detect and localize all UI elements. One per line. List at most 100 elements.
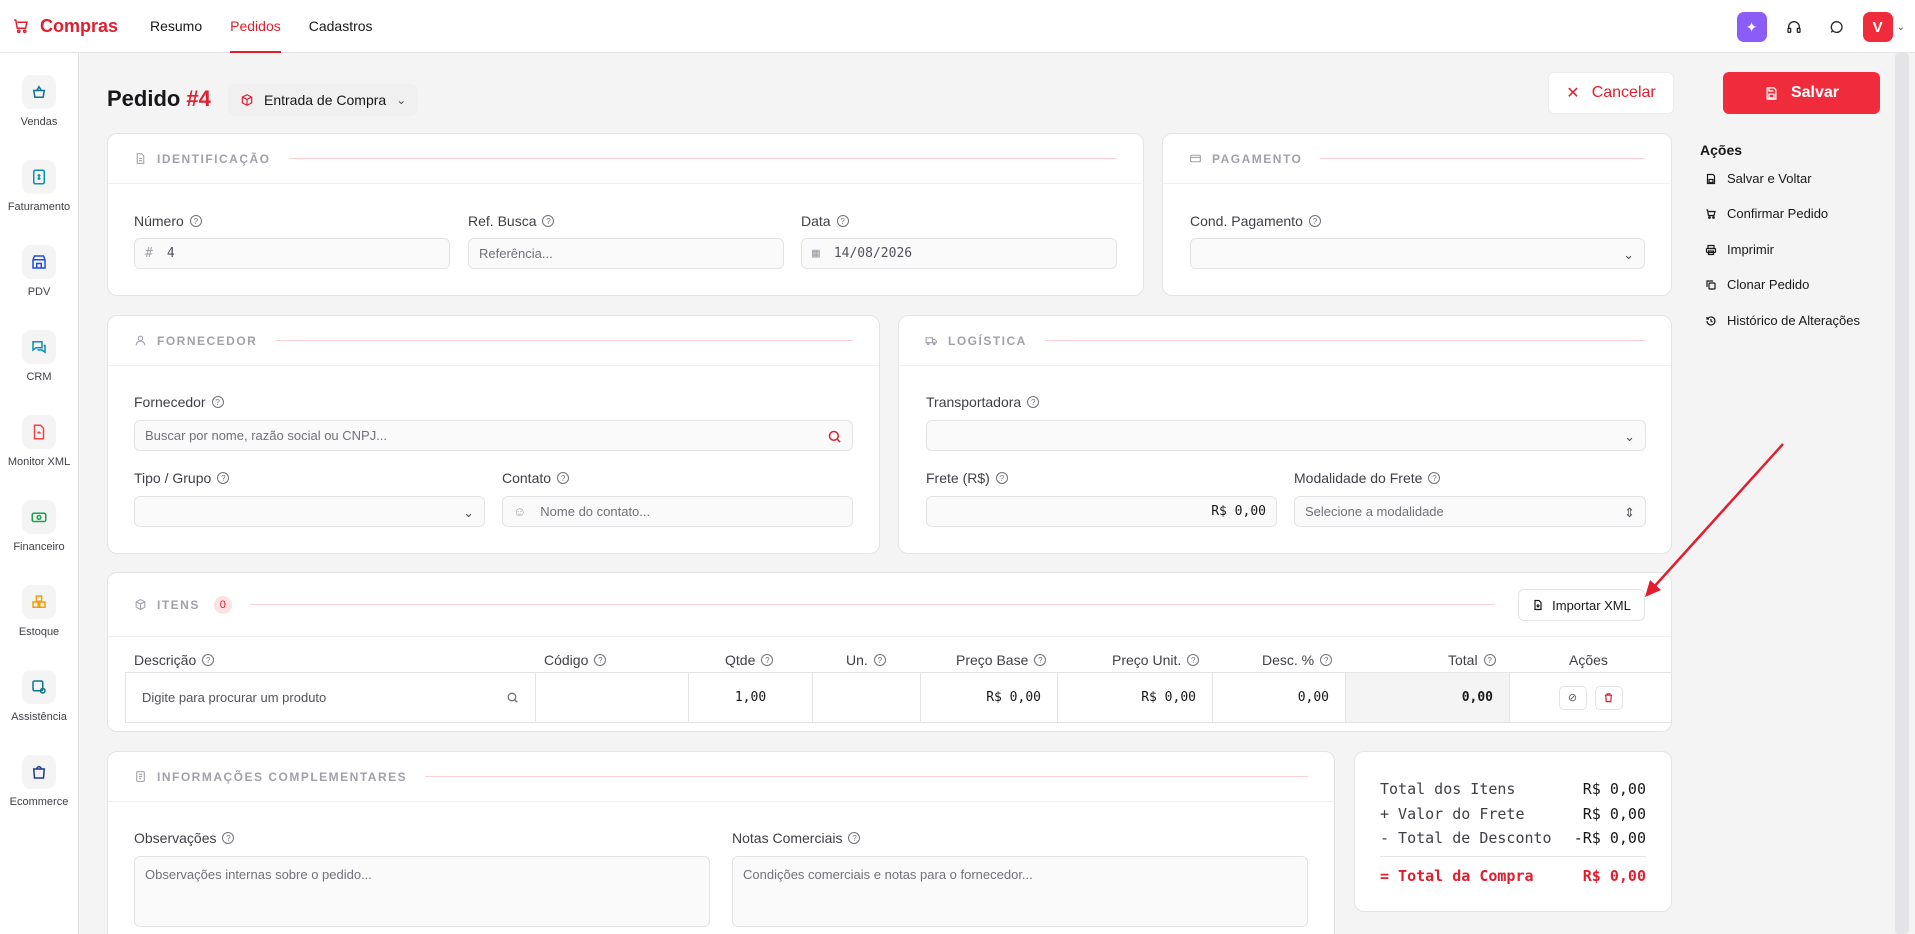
un-cell[interactable] (813, 673, 921, 722)
document-icon (136, 153, 145, 164)
avatar[interactable]: V (1862, 12, 1893, 42)
sidebar-item-estoque[interactable]: Estoque (0, 585, 78, 638)
itens-count-badge: 0 (213, 595, 232, 614)
table-row: Digite para procurar um produto 1,00 R$ … (125, 672, 1672, 723)
order-type-select[interactable]: Entrada de Compra ⌄ (228, 84, 419, 116)
help-icon: ? (211, 396, 224, 408)
help-icon: ? (557, 472, 570, 484)
chat-button[interactable] (1821, 12, 1851, 42)
observacoes-label: Observações? (134, 830, 235, 846)
delete-button[interactable] (1594, 685, 1623, 710)
divider (249, 604, 1495, 605)
preco-unit-cell[interactable]: R$ 0,00 (1058, 673, 1213, 722)
descricao-placeholder: Digite para procurar um produto (142, 690, 327, 705)
sidebar-item-financeiro[interactable]: Financeiro (0, 500, 78, 553)
nav-resumo[interactable]: Resumo (150, 18, 203, 34)
search-icon[interactable] (827, 429, 842, 444)
support-button[interactable] (1779, 12, 1809, 42)
desc-cell[interactable]: 0,00 (1213, 673, 1346, 722)
cancel-button[interactable]: ✕ Cancelar (1548, 72, 1674, 114)
tipo-grupo-select[interactable]: ⌄ (134, 496, 485, 527)
fornecedor-search-input[interactable]: Buscar por nome, razão social ou CNPJ... (134, 420, 853, 451)
close-icon: ✕ (1566, 85, 1580, 102)
identificacao-header: IDENTIFICAÇÃO (108, 134, 1143, 184)
totals-card (1354, 751, 1672, 912)
ai-sparkle-button[interactable]: ✦ (1736, 12, 1767, 42)
frete-input[interactable]: R$ 0,00 (926, 496, 1277, 527)
nav-pedidos[interactable]: Pedidos (216, 0, 295, 53)
message-icon (1830, 21, 1843, 33)
modalidade-frete-select[interactable]: Selecione a modalidade ⇕ (1294, 496, 1646, 527)
logistica-header: LOGÍSTICA (899, 316, 1671, 366)
acao-imprimir[interactable]: Imprimir (1705, 242, 1774, 257)
acao-historico[interactable]: Histórico de Alterações (1705, 313, 1860, 328)
package-icon (135, 599, 146, 610)
col-codigo: Código? (544, 652, 607, 668)
save-label: Salvar (1790, 84, 1840, 101)
sparkle-icon: ✦ (1745, 18, 1758, 35)
observacoes-textarea[interactable]: Observações internas sobre o pedido... (134, 856, 710, 927)
scrollbar[interactable] (1895, 53, 1909, 934)
save-button[interactable]: Salvar (1723, 72, 1880, 114)
top-nav: Resumo Pedidos Cadastros (136, 0, 387, 53)
descricao-cell[interactable]: Digite para procurar um produto (126, 673, 536, 722)
file-import-icon (1534, 599, 1542, 611)
chevron-updown-icon: ⇕ (1624, 505, 1635, 520)
total-itens-line: Total dos Itens R$ 0,00 (1380, 780, 1646, 798)
logistica-title: LOGÍSTICA (948, 333, 1027, 348)
sidebar-item-ecommerce[interactable]: Ecommerce (0, 755, 78, 808)
acao-salvar-voltar[interactable]: Salvar e Voltar (1705, 171, 1812, 186)
help-icon: ? (761, 654, 774, 666)
notas-comerciais-textarea[interactable]: Condições comerciais e notas para o forn… (732, 856, 1308, 927)
sidebar-item-monitor-xml[interactable]: Monitor XML (0, 415, 78, 468)
divider (288, 158, 1117, 159)
total-desconto-line: - Total de Desconto -R$ 0,00 (1380, 829, 1646, 847)
notes-icon (136, 771, 145, 782)
cond-pagamento-select[interactable]: ⌄ (1190, 238, 1645, 269)
sidebar-item-label: CRM (26, 371, 52, 383)
itens-header: ITENS 0 (108, 573, 1671, 637)
help-icon: ? (1483, 654, 1496, 666)
transportadora-select[interactable]: ⌄ (926, 420, 1646, 451)
sidebar-item-pdv[interactable]: PDV (0, 245, 78, 298)
data-field[interactable]: ▦ 14/08/2026 (801, 238, 1117, 269)
fornecedor-title: FORNECEDOR (157, 333, 258, 348)
user-icon: ☺ (513, 504, 527, 519)
notas-comerciais-label: Notas Comerciais? (732, 830, 861, 846)
sidebar-item-faturamento[interactable]: Faturamento (0, 160, 78, 213)
service-icon (32, 680, 46, 694)
acao-confirmar-pedido[interactable]: Confirmar Pedido (1705, 206, 1828, 221)
ref-busca-field[interactable]: Referência... (468, 238, 784, 269)
sidebar-item-vendas[interactable]: Vendas (0, 75, 78, 128)
divider (1044, 340, 1645, 341)
discount-button[interactable]: ⊘ (1558, 685, 1587, 710)
qtde-cell[interactable]: 1,00 (689, 673, 813, 722)
sidebar-item-assistencia[interactable]: Assistência (0, 670, 78, 723)
sidebar-item-label: PDV (27, 286, 51, 298)
brand[interactable]: Compras (12, 16, 136, 37)
col-acoes: Ações (1569, 652, 1608, 668)
copy-icon (1706, 279, 1716, 290)
col-preco-unit: Preço Unit.? (1112, 652, 1200, 668)
numero-field[interactable]: #4 (134, 238, 450, 269)
chevron-down-icon[interactable]: ⌄ (1896, 21, 1905, 33)
help-icon: ? (542, 215, 555, 227)
sidebar-item-label: Monitor XML (7, 456, 71, 468)
acao-clonar-pedido[interactable]: Clonar Pedido (1705, 277, 1809, 292)
help-icon: ? (1308, 215, 1321, 227)
help-icon: ? (594, 654, 607, 666)
totals-divider (1380, 856, 1646, 857)
sidebar-item-label: Financeiro (13, 541, 65, 553)
nav-cadastros[interactable]: Cadastros (308, 18, 373, 34)
fornecedor-header: FORNECEDOR (108, 316, 879, 366)
help-icon: ? (1034, 654, 1047, 666)
sidebar-item-crm[interactable]: CRM (0, 330, 78, 383)
preco-base-cell[interactable]: R$ 0,00 (921, 673, 1058, 722)
codigo-cell[interactable] (536, 673, 689, 722)
box-icon (241, 94, 253, 106)
numero-value: 4 (166, 246, 175, 261)
contato-input[interactable]: ☺ Nome do contato... (502, 496, 853, 527)
import-xml-button[interactable]: Importar XML (1518, 589, 1645, 621)
chat-icon (32, 341, 46, 354)
cart-icon (1706, 208, 1716, 219)
